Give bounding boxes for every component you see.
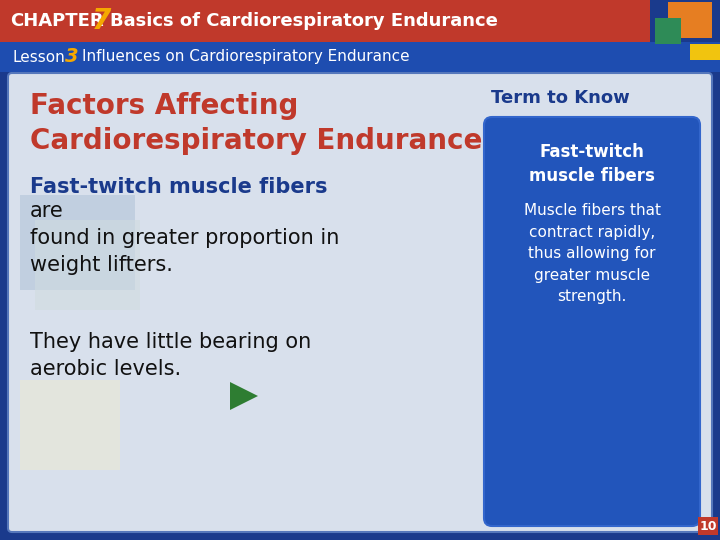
Bar [668,2,712,38]
FancyBboxPatch shape [484,117,700,526]
Bar [690,44,720,60]
Text: Cardiorespiratory Endurance: Cardiorespiratory Endurance [30,127,482,155]
Bar [650,0,720,60]
Bar [698,517,718,535]
Text: Lesson: Lesson [12,50,65,64]
Text: are
found in greater proportion in
weight lifters.: are found in greater proportion in weigh… [30,201,339,275]
Text: Muscle fibers that
contract rapidly,
thus allowing for
greater muscle
strength.: Muscle fibers that contract rapidly, thu… [523,203,660,305]
Text: Influences on Cardiorespiratory Endurance: Influences on Cardiorespiratory Enduranc… [82,50,410,64]
Text: 3: 3 [65,48,78,66]
Text: Fast-twitch muscle fibers: Fast-twitch muscle fibers [30,177,328,197]
Text: They have little bearing on
aerobic levels.: They have little bearing on aerobic leve… [30,332,311,379]
Bar [655,18,681,44]
FancyBboxPatch shape [8,73,712,532]
Text: 7: 7 [92,7,112,35]
Polygon shape [230,382,258,410]
Text: CHAPTER: CHAPTER [10,12,104,30]
Text: Factors Affecting: Factors Affecting [30,92,298,120]
Text: 10: 10 [699,519,716,532]
Bar [35,220,140,310]
Bar [0,42,720,72]
Text: Fast-twitch
muscle fibers: Fast-twitch muscle fibers [529,143,655,185]
Bar [20,195,135,290]
Bar [20,380,120,470]
Bar [0,0,650,42]
Text: Term to Know: Term to Know [490,89,629,107]
Text: Basics of Cardiorespiratory Endurance: Basics of Cardiorespiratory Endurance [110,12,498,30]
